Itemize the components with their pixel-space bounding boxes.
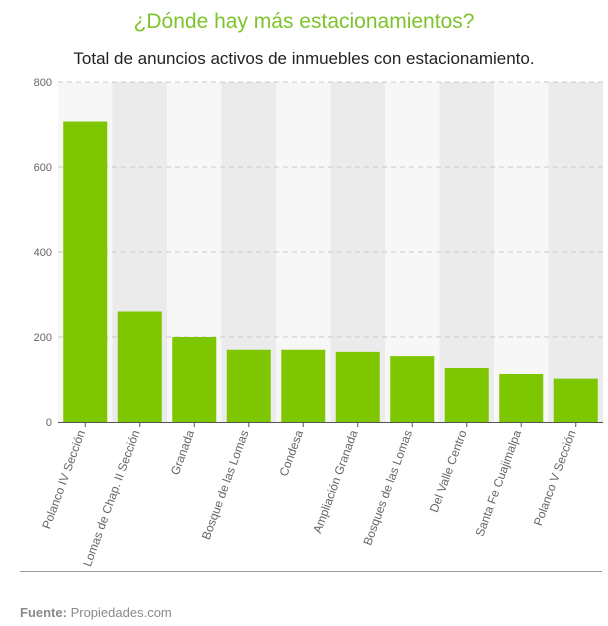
y-tick-label: 600 bbox=[34, 162, 52, 174]
bar bbox=[499, 373, 544, 422]
source-note: Fuente: Propiedades.com bbox=[20, 605, 172, 620]
x-tick-label: Ampliación Granada bbox=[310, 428, 360, 535]
bar bbox=[117, 311, 162, 422]
divider bbox=[20, 571, 602, 572]
source-text: Propiedades.com bbox=[70, 605, 172, 620]
x-tick-label: Bosques de las Lomas bbox=[360, 428, 415, 547]
y-tick-label: 200 bbox=[34, 332, 52, 344]
bar bbox=[335, 351, 380, 422]
x-tick-label: Polanco IV Sección bbox=[39, 428, 88, 531]
bar bbox=[390, 356, 435, 422]
y-tick-label: 400 bbox=[34, 247, 52, 259]
x-tick-label: Bosque de las Lomas bbox=[199, 428, 252, 541]
x-tick-label: Del Valle Centro bbox=[427, 428, 470, 514]
bar bbox=[172, 337, 217, 422]
chart-subtitle: Total de anuncios activos de inmuebles c… bbox=[73, 49, 535, 68]
x-tick-label: Santa Fe Cuajimalpa bbox=[473, 428, 525, 538]
x-tick-label: Lomas de Chap. II Sección bbox=[80, 428, 142, 568]
bar bbox=[281, 349, 326, 422]
x-tick-label: Polanco V Sección bbox=[531, 428, 579, 527]
chart-title: ¿Dónde hay más estacionamientos? bbox=[133, 10, 475, 33]
y-tick-label: 800 bbox=[34, 77, 52, 89]
source-label: Fuente: bbox=[20, 605, 67, 620]
bar bbox=[63, 121, 108, 423]
bar bbox=[553, 378, 598, 422]
x-tick-label: Granada bbox=[168, 428, 197, 477]
bar bbox=[444, 368, 489, 422]
y-tick-label: 0 bbox=[46, 417, 52, 429]
bar bbox=[226, 349, 271, 422]
x-tick-label: Condesa bbox=[276, 428, 306, 478]
